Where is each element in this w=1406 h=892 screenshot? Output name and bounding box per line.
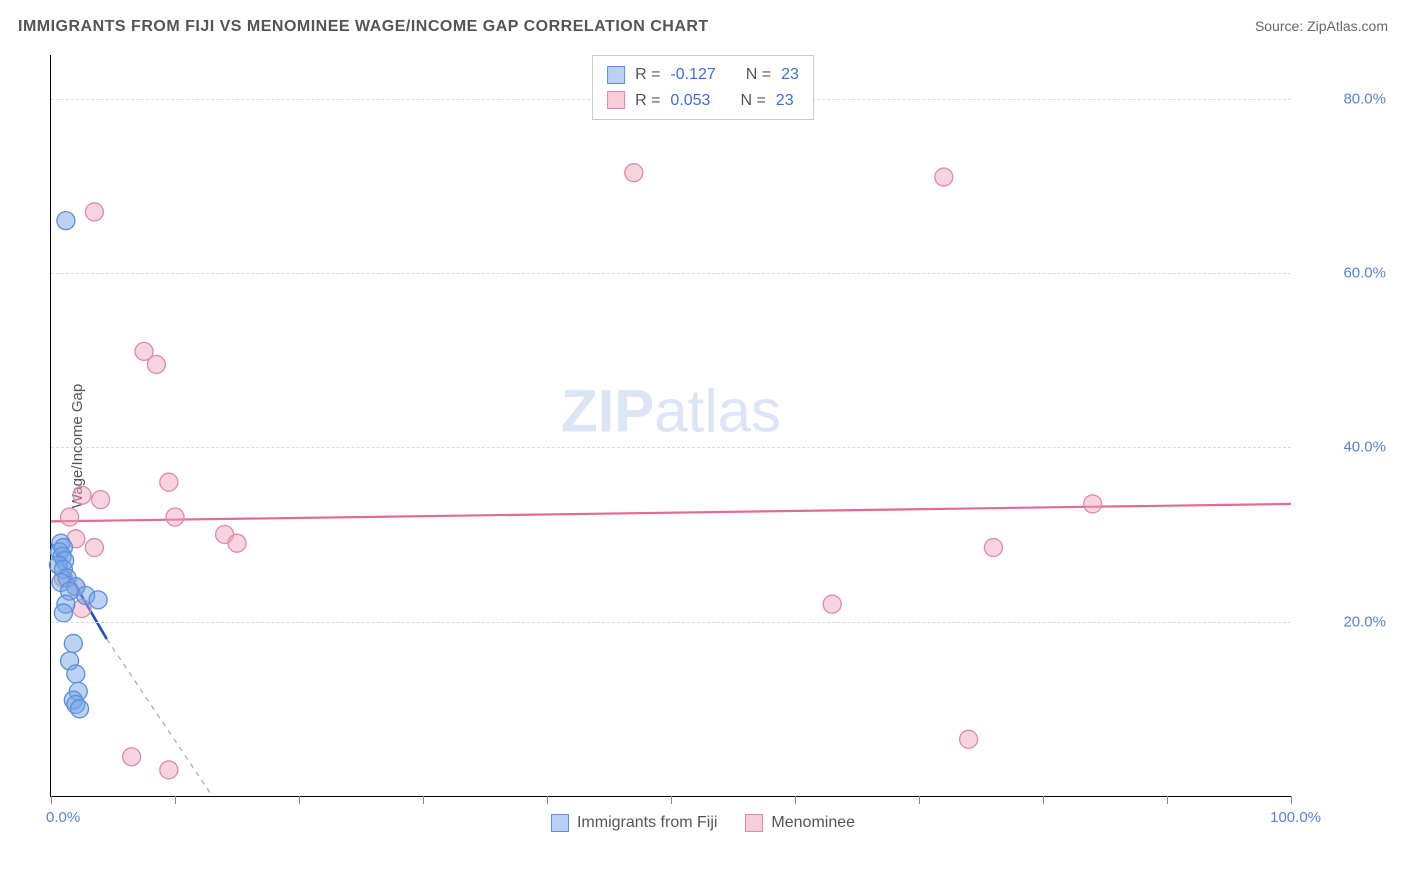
y-tick-label: 20.0%	[1301, 613, 1386, 630]
legend-swatch	[745, 814, 763, 832]
n-value: 23	[776, 88, 794, 114]
y-tick-label: 40.0%	[1301, 439, 1386, 456]
point-menominee	[984, 539, 1002, 557]
point-menominee	[147, 355, 165, 373]
gridline-h	[51, 447, 1291, 448]
point-menominee	[166, 508, 184, 526]
legend-label: Menominee	[771, 814, 855, 832]
legend-swatch	[551, 814, 569, 832]
x-tick	[1291, 796, 1292, 804]
y-tick-label: 60.0%	[1301, 264, 1386, 281]
legend-label: Immigrants from Fiji	[577, 814, 717, 832]
x-tick	[795, 796, 796, 804]
legend-item: Immigrants from Fiji	[551, 814, 717, 832]
r-value: -0.127	[670, 62, 715, 88]
point-menominee	[92, 491, 110, 509]
point-menominee	[935, 168, 953, 186]
x-tick	[547, 796, 548, 804]
point-menominee	[85, 203, 103, 221]
r-label: R =	[635, 88, 660, 114]
point-menominee	[85, 539, 103, 557]
trend-line-menominee	[51, 504, 1291, 521]
x-tick	[423, 796, 424, 804]
chart-title: IMMIGRANTS FROM FIJI VS MENOMINEE WAGE/I…	[18, 18, 709, 36]
x-axis-max-label: 100.0%	[1270, 809, 1321, 826]
trend-line-fiji-ext	[107, 639, 212, 796]
point-menominee	[960, 730, 978, 748]
n-value: 23	[781, 62, 799, 88]
gridline-h	[51, 273, 1291, 274]
legend-swatch	[607, 91, 625, 109]
point-fiji	[89, 591, 107, 609]
y-tick-label: 80.0%	[1301, 90, 1386, 107]
legend-item: Menominee	[745, 814, 855, 832]
x-tick	[1167, 796, 1168, 804]
point-menominee	[61, 508, 79, 526]
legend-row: R = -0.127 N = 23	[607, 62, 799, 88]
point-menominee	[625, 164, 643, 182]
series-legend: Immigrants from Fiji Menominee	[551, 814, 855, 832]
x-tick	[51, 796, 52, 804]
point-fiji	[57, 212, 75, 230]
point-menominee	[823, 595, 841, 613]
point-menominee	[228, 534, 246, 552]
point-fiji	[67, 665, 85, 683]
legend-row: R = 0.053 N = 23	[607, 88, 799, 114]
n-label: N =	[740, 88, 765, 114]
plot-area: ZIPatlas 0.0% 100.0% 20.0%40.0%60.0%80.0…	[50, 55, 1291, 797]
r-value: 0.053	[670, 88, 710, 114]
point-menominee	[73, 486, 91, 504]
scatter-plot-svg	[51, 55, 1291, 796]
gridline-h	[51, 622, 1291, 623]
correlation-legend: R =-0.127N =23R =0.053N =23	[592, 55, 814, 120]
x-tick	[919, 796, 920, 804]
x-tick	[175, 796, 176, 804]
legend-swatch	[607, 66, 625, 84]
point-menominee	[123, 748, 141, 766]
r-label: R =	[635, 62, 660, 88]
point-fiji	[71, 700, 89, 718]
x-tick	[1043, 796, 1044, 804]
chart-container: IMMIGRANTS FROM FIJI VS MENOMINEE WAGE/I…	[0, 0, 1406, 892]
n-label: N =	[746, 62, 771, 88]
point-fiji	[64, 634, 82, 652]
source-label: Source: ZipAtlas.com	[1255, 18, 1388, 34]
x-tick	[299, 796, 300, 804]
x-tick	[671, 796, 672, 804]
x-axis-min-label: 0.0%	[46, 809, 80, 826]
point-menominee	[160, 473, 178, 491]
point-fiji	[54, 604, 72, 622]
point-menominee	[1084, 495, 1102, 513]
point-menominee	[160, 761, 178, 779]
